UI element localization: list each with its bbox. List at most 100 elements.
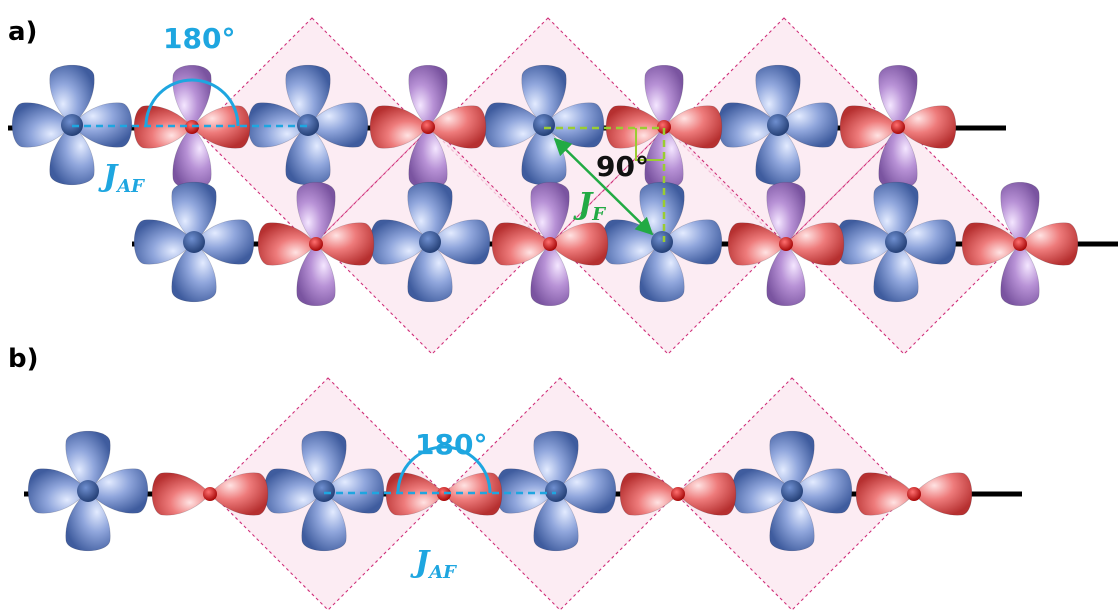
- oxygen-perp-lobe-up: [408, 64, 448, 128]
- cu-dx2y2-orbital: [27, 430, 149, 552]
- panel-label-b: b): [8, 344, 39, 374]
- cu-lobe-right: [429, 219, 491, 265]
- cu-dx2y2-orbital: [263, 430, 385, 552]
- cu-lobe-left: [27, 468, 89, 514]
- cu-lobe-down: [49, 124, 95, 186]
- oxygen-perp-lobe-down: [530, 243, 570, 307]
- cu-lobe-down: [301, 490, 347, 552]
- panel-label-a: a): [8, 17, 37, 47]
- oxygen-lobe-right: [209, 472, 269, 516]
- cu-lobe-up: [407, 181, 453, 243]
- oxygen-atom-core: [891, 120, 905, 134]
- oxygen-lobe-right: [427, 105, 487, 149]
- cu-lobe-up: [285, 64, 331, 126]
- coupling-jf-label-a: JF: [573, 187, 606, 225]
- oxygen-perp-lobe-down: [296, 243, 336, 307]
- cu-lobe-down: [171, 241, 217, 303]
- oxygen-lobe-left: [619, 472, 679, 516]
- oxygen-atom-core: [421, 120, 435, 134]
- cu-lobe-right: [555, 468, 617, 514]
- jf-bond-path: [544, 126, 666, 242]
- oxygen-atom-core: [1013, 237, 1027, 251]
- oxygen-lobe-left: [839, 105, 899, 149]
- oxygen-p-orbital: [727, 181, 845, 307]
- oxygen-lobe-left: [151, 472, 211, 516]
- oxygen-lobe-left: [727, 222, 787, 266]
- cu-dx2y2-orbital: [483, 64, 605, 186]
- cu-atom-core: [313, 480, 335, 502]
- oxygen-atom-core: [671, 487, 685, 501]
- cu-lobe-right: [87, 468, 149, 514]
- oxygen-atom-core: [779, 237, 793, 251]
- chain-layer: [8, 64, 1118, 552]
- angle-180-arc-a: [144, 78, 240, 127]
- coupling-jaf-label-b: JAF: [410, 545, 457, 583]
- cu-lobe-right: [323, 468, 385, 514]
- cu-lobe-up: [521, 64, 567, 126]
- cu-lobe-up: [533, 430, 579, 492]
- oxygen-lobe-right: [785, 222, 845, 266]
- angle-180-label-a: 180°: [163, 22, 235, 55]
- oxygen-atom-core: [203, 487, 217, 501]
- cu-atom-core: [781, 480, 803, 502]
- oxygen-atom-core: [309, 237, 323, 251]
- cu-lobe-right: [193, 219, 255, 265]
- cu-lobe-up: [49, 64, 95, 126]
- oxygen-p-orbital: [619, 472, 737, 516]
- cu-lobe-down: [407, 241, 453, 303]
- cu-lobe-up: [301, 430, 347, 492]
- cu-dx2y2-orbital: [133, 181, 255, 303]
- oxygen-perp-lobe-down: [1000, 243, 1040, 307]
- oxygen-lobe-right: [663, 105, 723, 149]
- annotation-layer: [72, 78, 666, 495]
- cu-lobe-right: [791, 468, 853, 514]
- oxygen-lobe-left: [855, 472, 915, 516]
- oxygen-perp-lobe-up: [878, 64, 918, 128]
- cu-lobe-down: [873, 241, 919, 303]
- cu-dx2y2-orbital: [369, 181, 491, 303]
- oxygen-lobe-right: [913, 472, 973, 516]
- cu-lobe-right: [307, 102, 369, 148]
- cu-lobe-down: [533, 490, 579, 552]
- oxygen-lobe-right: [1019, 222, 1079, 266]
- cu-atom-core: [77, 480, 99, 502]
- cu-lobe-up: [171, 181, 217, 243]
- cu-dx2y2-orbital: [835, 181, 957, 303]
- oxygen-p-orbital: [369, 64, 487, 190]
- oxygen-p-orbital: [855, 472, 973, 516]
- cu-lobe-up: [873, 181, 919, 243]
- cu-atom-core: [885, 231, 907, 253]
- jf-double-arrow: [553, 137, 654, 236]
- oxygen-perp-lobe-up: [766, 181, 806, 245]
- cu-lobe-up: [769, 430, 815, 492]
- cu-lobe-right: [661, 219, 723, 265]
- oxygen-lobe-right: [315, 222, 375, 266]
- oxygen-perp-lobe-down: [766, 243, 806, 307]
- cu-atom-core: [533, 114, 555, 136]
- oxygen-perp-lobe-up: [1000, 181, 1040, 245]
- cu-dx2y2-orbital: [731, 430, 853, 552]
- cu-lobe-up: [755, 64, 801, 126]
- oxygen-lobe-left: [369, 105, 429, 149]
- cu-lobe-up: [65, 430, 111, 492]
- angle-90-label-a: 90°: [596, 150, 649, 183]
- cu-lobe-left: [11, 102, 73, 148]
- cu-lobe-down: [769, 490, 815, 552]
- oxygen-perp-lobe-up: [644, 64, 684, 128]
- oxygen-perp-lobe-up: [296, 181, 336, 245]
- oxygen-atom-core: [543, 237, 557, 251]
- oxygen-p-orbital: [257, 181, 375, 307]
- oxygen-atom-core: [657, 120, 671, 134]
- oxygen-lobe-left: [961, 222, 1021, 266]
- oxygen-p-orbital: [605, 64, 723, 190]
- oxygen-atom-core: [907, 487, 921, 501]
- oxygen-lobe-right: [677, 472, 737, 516]
- oxygen-lobe-right: [897, 105, 957, 149]
- cu-lobe-down: [639, 241, 685, 303]
- oxygen-p-orbital: [961, 181, 1079, 307]
- angle-180-arc-b: [396, 445, 492, 494]
- oxygen-p-orbital: [839, 64, 957, 190]
- cu-atom-core: [183, 231, 205, 253]
- cu-lobe-down: [65, 490, 111, 552]
